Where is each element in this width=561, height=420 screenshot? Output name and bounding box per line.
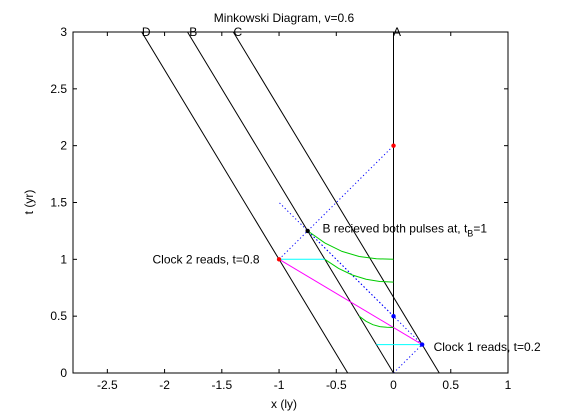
worldline-D xyxy=(141,31,349,374)
y-tick-label: 1.5 xyxy=(50,196,67,210)
worldline-C xyxy=(232,31,440,374)
annotation-label: Clock 1 reads, t=0.2 xyxy=(434,340,541,354)
x-tick-label: -1 xyxy=(274,378,285,392)
series-layer xyxy=(141,31,440,374)
series-line xyxy=(324,258,394,283)
x-tick-label: -2 xyxy=(159,378,170,392)
event-point xyxy=(391,143,396,148)
series-line xyxy=(393,344,423,374)
x-tick-label: -2.5 xyxy=(97,378,118,392)
series-line xyxy=(278,145,394,260)
event-point xyxy=(276,257,282,262)
x-tick-label: 0 xyxy=(390,378,397,392)
x-tick-label: -0.5 xyxy=(326,378,347,392)
annotation-label: B recieved both pulses at, tB=1 xyxy=(323,222,488,239)
x-tick-label: 1 xyxy=(505,378,512,392)
y-tick-label: 2 xyxy=(60,139,67,153)
event-point xyxy=(419,342,425,347)
series-line xyxy=(278,258,423,346)
worldline-B xyxy=(187,31,394,374)
y-tick-label: 3 xyxy=(60,25,67,39)
x-tick-label: 0.5 xyxy=(442,378,459,392)
event-point xyxy=(305,228,310,234)
y-axis-label: t (yr) xyxy=(22,190,36,215)
points-layer xyxy=(276,143,425,347)
event-point xyxy=(391,313,396,319)
y-tick-label: 1 xyxy=(60,252,67,266)
x-tick-label: -1.5 xyxy=(211,378,232,392)
series-line xyxy=(307,230,394,317)
y-tick-label: 2.5 xyxy=(50,82,67,96)
series-line xyxy=(278,202,423,345)
y-tick-label: 0 xyxy=(60,366,67,380)
plot-area-frame xyxy=(72,31,509,374)
series-line xyxy=(358,315,394,328)
chart-title: Minkowski Diagram, v=0.6 xyxy=(214,11,355,25)
y-tick-label: 0.5 xyxy=(50,309,67,323)
x-axis-label: x (ly) xyxy=(271,397,297,411)
annotation-label: Clock 2 reads, t=0.8 xyxy=(153,252,260,266)
series-line xyxy=(307,230,394,260)
